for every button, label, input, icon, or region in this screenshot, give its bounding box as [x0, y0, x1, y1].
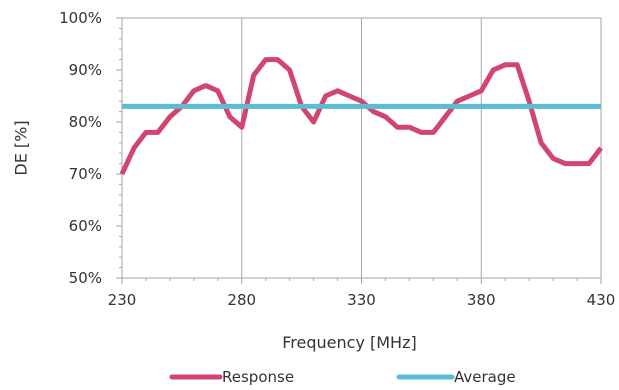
series-line-response — [119, 57, 603, 176]
y-tick-label: 80% — [69, 113, 102, 131]
series-lines — [119, 57, 603, 176]
x-axis-tick-labels: 230 280 330 380 430 — [108, 291, 616, 309]
x-tick-label: 330 — [347, 291, 376, 309]
y-tick-label: 90% — [69, 61, 102, 79]
y-tick-label: 100% — [59, 9, 102, 27]
y-axis-tick-labels: 50% 60% 70% 80% 90% 100% — [59, 9, 102, 287]
y-tick-label: 70% — [69, 165, 102, 183]
grid — [241, 18, 482, 278]
legend-label-average: Average — [454, 368, 516, 386]
x-tick-label: 430 — [587, 291, 616, 309]
x-tick-label: 380 — [467, 291, 496, 309]
y-tick-label: 50% — [69, 269, 102, 287]
legend: Response Average — [169, 368, 516, 386]
minor-ticks — [116, 17, 602, 284]
y-axis-title: DE [%] — [12, 120, 31, 175]
x-axis-title: Frequency [MHz] — [282, 333, 416, 352]
legend-label-response: Response — [222, 368, 294, 386]
x-tick-label: 230 — [108, 291, 137, 309]
y-tick-label: 60% — [69, 217, 102, 235]
x-tick-label: 280 — [227, 291, 256, 309]
